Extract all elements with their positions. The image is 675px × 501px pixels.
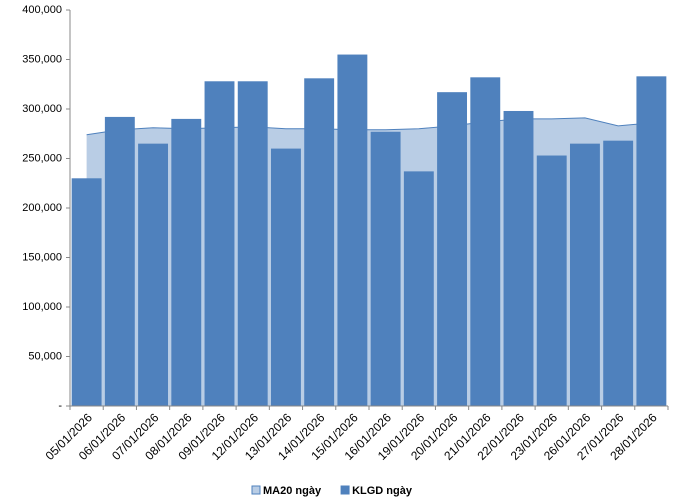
- legend-label: KLGD ngày: [352, 485, 413, 497]
- y-tick-label: 400,000: [22, 4, 62, 16]
- bar: [636, 76, 667, 406]
- legend-label: MA20 ngày: [263, 485, 322, 497]
- bar: [171, 118, 202, 407]
- bar: [370, 131, 401, 406]
- bar: [138, 143, 169, 406]
- bar: [337, 54, 368, 407]
- y-tick-label: 50,000: [28, 350, 62, 362]
- y-tick-label: 250,000: [22, 152, 62, 164]
- bar: [304, 78, 335, 406]
- legend-swatch: [251, 485, 261, 495]
- bar: [71, 178, 102, 406]
- bar: [403, 171, 434, 406]
- y-tick-label: 300,000: [22, 103, 62, 115]
- bar: [503, 110, 534, 406]
- y-tick-label: 200,000: [22, 202, 62, 214]
- bar: [104, 116, 135, 407]
- bar: [470, 77, 501, 406]
- y-tick-label: 100,000: [22, 301, 62, 313]
- legend: MA20 ngày KLGD ngày: [251, 485, 413, 497]
- bar: [270, 148, 301, 406]
- bar: [603, 140, 634, 406]
- legend-swatch: [340, 485, 350, 495]
- bar: [204, 81, 235, 406]
- bar: [536, 155, 567, 406]
- y-tick-label: -: [58, 400, 62, 412]
- bar: [437, 92, 468, 407]
- bar: [237, 81, 268, 406]
- y-tick-label: 150,000: [22, 251, 62, 263]
- y-tick-label: 350,000: [22, 53, 62, 65]
- bar: [569, 143, 600, 406]
